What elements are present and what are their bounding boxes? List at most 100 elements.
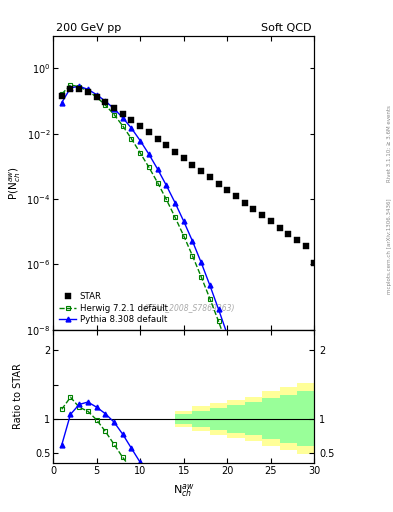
Herwig 7.2.1 default: [68, 82, 73, 88]
Herwig 7.2.1 default: [234, 369, 239, 375]
Bar: [245, 397, 262, 441]
Pythia 8.308 default: [268, 475, 273, 481]
Legend: STAR, Herwig 7.2.1 default, Pythia 8.308 default: STAR, Herwig 7.2.1 default, Pythia 8.308…: [57, 291, 169, 326]
Herwig 7.2.1 default: [86, 88, 90, 94]
STAR: [251, 206, 256, 212]
STAR: [190, 162, 195, 168]
Bar: [227, 400, 245, 438]
STAR: [208, 175, 212, 181]
Text: Rivet 3.1.10; ≥ 3.6M events: Rivet 3.1.10; ≥ 3.6M events: [387, 105, 392, 182]
STAR: [147, 130, 151, 136]
Bar: [262, 398, 279, 439]
Text: mcplots.cern.ch [arXiv:1306.3436]: mcplots.cern.ch [arXiv:1306.3436]: [387, 198, 392, 293]
Herwig 7.2.1 default: [120, 123, 125, 129]
Herwig 7.2.1 default: [208, 295, 212, 302]
Bar: [227, 405, 245, 433]
Herwig 7.2.1 default: [138, 150, 143, 156]
STAR: [303, 243, 308, 249]
Text: Soft QCD: Soft QCD: [261, 23, 312, 33]
STAR: [182, 155, 186, 161]
Bar: [297, 383, 314, 455]
STAR: [164, 142, 169, 148]
Y-axis label: P(N$_{ch}^{aw}$): P(N$_{ch}^{aw}$): [7, 166, 23, 200]
Bar: [262, 391, 279, 446]
Line: STAR: STAR: [59, 86, 318, 266]
Bar: [175, 414, 193, 423]
STAR: [120, 111, 125, 117]
STAR: [138, 123, 143, 130]
STAR: [112, 105, 116, 111]
Bar: [193, 407, 210, 431]
Bar: [210, 403, 227, 435]
Bar: [279, 387, 297, 451]
STAR: [59, 93, 64, 99]
STAR: [260, 212, 264, 218]
STAR: [199, 168, 204, 174]
STAR: [234, 193, 239, 199]
STAR: [94, 94, 99, 100]
Herwig 7.2.1 default: [182, 233, 186, 239]
STAR: [77, 86, 82, 92]
Bar: [210, 408, 227, 430]
Pythia 8.308 default: [59, 99, 64, 105]
Pythia 8.308 default: [112, 105, 116, 112]
STAR: [68, 86, 73, 92]
Pythia 8.308 default: [173, 200, 177, 206]
STAR: [103, 99, 108, 105]
STAR: [216, 181, 221, 187]
STAR: [86, 90, 90, 96]
Pythia 8.308 default: [77, 83, 82, 90]
Herwig 7.2.1 default: [216, 318, 221, 325]
STAR: [286, 231, 291, 237]
STAR: [225, 187, 230, 193]
Herwig 7.2.1 default: [129, 136, 134, 142]
Line: Pythia 8.308 default: Pythia 8.308 default: [59, 84, 273, 480]
Pythia 8.308 default: [164, 182, 169, 188]
STAR: [129, 117, 134, 123]
Herwig 7.2.1 default: [112, 112, 116, 118]
Herwig 7.2.1 default: [59, 91, 64, 97]
Herwig 7.2.1 default: [94, 94, 99, 100]
Pythia 8.308 default: [225, 331, 230, 337]
Pythia 8.308 default: [242, 385, 247, 391]
Pythia 8.308 default: [138, 138, 143, 144]
Pythia 8.308 default: [120, 115, 125, 121]
Pythia 8.308 default: [251, 413, 256, 419]
Pythia 8.308 default: [182, 218, 186, 224]
Pythia 8.308 default: [208, 282, 212, 288]
Herwig 7.2.1 default: [190, 252, 195, 259]
Bar: [175, 411, 193, 427]
Herwig 7.2.1 default: [225, 343, 230, 349]
Pythia 8.308 default: [234, 357, 239, 364]
Herwig 7.2.1 default: [77, 84, 82, 90]
Pythia 8.308 default: [216, 306, 221, 312]
Pythia 8.308 default: [103, 98, 108, 104]
Herwig 7.2.1 default: [164, 196, 169, 202]
X-axis label: N$_{ch}^{aw}$: N$_{ch}^{aw}$: [173, 482, 195, 499]
Pythia 8.308 default: [86, 86, 90, 92]
Herwig 7.2.1 default: [103, 102, 108, 108]
Pythia 8.308 default: [190, 238, 195, 244]
Pythia 8.308 default: [199, 260, 204, 266]
Pythia 8.308 default: [68, 85, 73, 91]
Bar: [297, 391, 314, 446]
Text: (STAR_2008_S7869363): (STAR_2008_S7869363): [143, 303, 235, 312]
STAR: [173, 149, 177, 155]
Bar: [193, 411, 210, 427]
STAR: [295, 237, 299, 243]
Pythia 8.308 default: [94, 92, 99, 98]
Pythia 8.308 default: [129, 125, 134, 131]
Herwig 7.2.1 default: [173, 214, 177, 220]
Bar: [279, 395, 297, 443]
STAR: [312, 260, 317, 266]
Herwig 7.2.1 default: [199, 274, 204, 280]
STAR: [155, 136, 160, 142]
Text: 200 GeV pp: 200 GeV pp: [56, 23, 121, 33]
Herwig 7.2.1 default: [147, 164, 151, 170]
Pythia 8.308 default: [147, 151, 151, 157]
Pythia 8.308 default: [155, 166, 160, 172]
Herwig 7.2.1 default: [155, 180, 160, 186]
Bar: [245, 402, 262, 435]
STAR: [268, 218, 273, 224]
STAR: [242, 200, 247, 206]
